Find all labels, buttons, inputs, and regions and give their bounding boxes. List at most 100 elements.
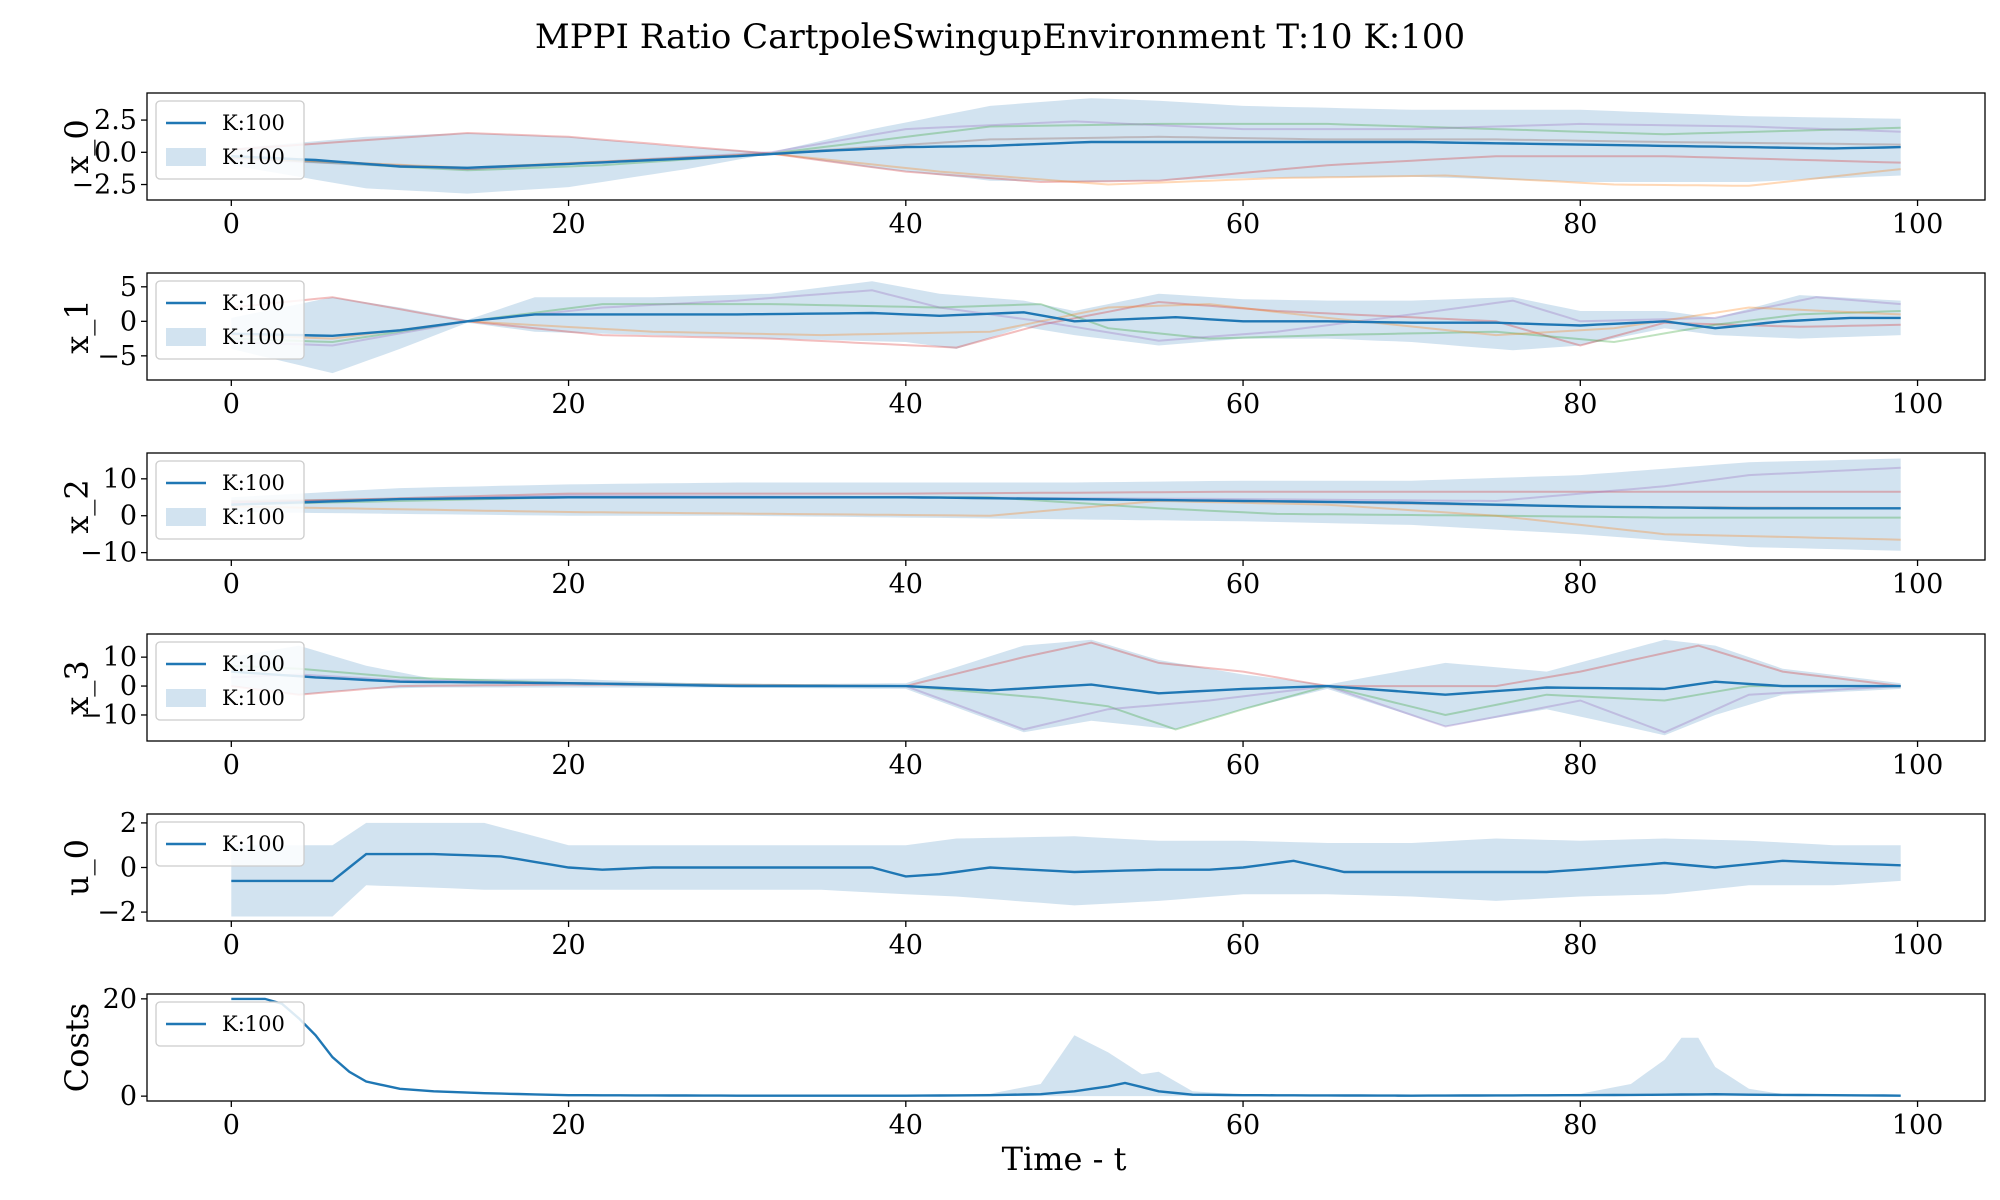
plot-area <box>231 458 1901 551</box>
plot-area <box>231 822 1901 917</box>
x-tick-label: 20 <box>551 389 585 420</box>
legend-label: K:100 <box>222 1012 285 1036</box>
mean-line <box>231 496 1901 510</box>
axes-frame <box>146 452 1986 561</box>
x-axis-label: Time - t <box>1002 1140 1127 1178</box>
legend-band-swatch <box>166 148 206 166</box>
legend: K:100 K:100 <box>155 280 305 360</box>
plot-area <box>231 997 1901 1097</box>
x-tick-label: 20 <box>551 930 585 961</box>
x-tick-label: 100 <box>1892 569 1944 600</box>
chart-title: MPPI Ratio CartpoleSwingupEnvironment T:… <box>535 17 1465 57</box>
std-band <box>231 822 1901 917</box>
legend: K:100 <box>155 1001 305 1047</box>
legend-label: K:100 <box>222 325 285 349</box>
y-axis-label: x_0 <box>58 119 96 173</box>
legend-label: K:100 <box>222 832 285 856</box>
y-tick-label: −2 <box>97 897 137 928</box>
subplot-0: 0 20 40 60 80 100 2.50.0−2.5x_0 K:100 K:100 <box>58 92 1986 240</box>
x-tick-label: 20 <box>551 750 585 781</box>
std-band <box>231 281 1901 374</box>
std-band <box>231 998 1901 1097</box>
axes-frame <box>146 92 1986 201</box>
x-tick-label: 80 <box>1563 930 1597 961</box>
sample-trajectory <box>231 490 1901 504</box>
x-tick-label: 40 <box>889 750 923 781</box>
x-tick-label: 80 <box>1563 569 1597 600</box>
sample-trajectory <box>231 499 1901 541</box>
x-tick-label: 60 <box>1226 1110 1260 1141</box>
x-tick-label: 0 <box>223 1110 240 1141</box>
sample-trajectory <box>231 303 1901 340</box>
y-tick-label: 5 <box>120 272 137 303</box>
axes-frame <box>146 993 1986 1102</box>
y-axis-label: x_2 <box>58 479 96 533</box>
y-axis-label: x_1 <box>58 299 96 353</box>
x-tick-label: 40 <box>889 389 923 420</box>
x-tick-label: 100 <box>1892 930 1944 961</box>
x-tick-label: 80 <box>1563 209 1597 240</box>
legend-label: K:100 <box>222 505 285 529</box>
mean-line <box>231 140 1901 170</box>
x-tick-label: 100 <box>1892 389 1944 420</box>
y-tick-label: 0 <box>120 853 137 884</box>
x-tick-label: 60 <box>1226 389 1260 420</box>
plot-area <box>231 281 1901 374</box>
y-tick-label: 20 <box>103 984 137 1015</box>
y-axis-label: x_3 <box>58 660 96 714</box>
y-tick-label: −5 <box>97 341 137 372</box>
subplot-5: 0 20 40 60 80 100 20 0 Costs K:100 <box>58 984 1986 1141</box>
x-tick-label: 100 <box>1892 750 1944 781</box>
y-tick-label: 2.5 <box>94 105 137 136</box>
sample-trajectory <box>231 641 1901 696</box>
y-tick-label: 0 <box>120 306 137 337</box>
std-band <box>231 639 1901 736</box>
x-tick-label: 100 <box>1892 1110 1944 1141</box>
plot-area <box>231 98 1901 194</box>
std-band <box>231 98 1901 194</box>
y-tick-label: −2.5 <box>71 170 137 201</box>
mean-line <box>231 670 1901 696</box>
y-tick-label: 2 <box>120 808 137 839</box>
mean-line <box>231 852 1901 883</box>
x-tick-label: 0 <box>223 930 240 961</box>
legend-band-swatch <box>166 508 206 526</box>
y-axis-label: u_0 <box>58 839 96 896</box>
mean-line <box>231 311 1901 338</box>
y-tick-label: −10 <box>80 700 137 731</box>
axes-frame <box>146 633 1986 742</box>
x-tick-label: 100 <box>1892 209 1944 240</box>
y-tick-label: −10 <box>80 538 137 569</box>
y-axis-label: Costs <box>58 1003 96 1092</box>
x-tick-label: 60 <box>1226 930 1260 961</box>
legend-label: K:100 <box>222 291 285 315</box>
legend-label: K:100 <box>222 111 285 135</box>
plot-area <box>231 639 1901 736</box>
x-tick-label: 40 <box>889 1110 923 1141</box>
x-tick-label: 80 <box>1563 389 1597 420</box>
y-tick-label: 0.0 <box>94 137 137 168</box>
x-tick-label: 80 <box>1563 750 1597 781</box>
legend-band-swatch <box>166 689 206 707</box>
sample-trajectory <box>231 122 1901 172</box>
mean-line <box>231 997 1901 1097</box>
legend-label: K:100 <box>222 145 285 169</box>
x-tick-label: 20 <box>551 569 585 600</box>
legend-box <box>155 1001 305 1047</box>
legend-label: K:100 <box>222 652 285 676</box>
legend-label: K:100 <box>222 686 285 710</box>
y-tick-label: 0 <box>120 501 137 532</box>
x-tick-label: 20 <box>551 209 585 240</box>
x-tick-label: 60 <box>1226 569 1260 600</box>
legend: K:100 <box>155 821 305 867</box>
x-tick-label: 0 <box>223 750 240 781</box>
x-tick-label: 60 <box>1226 209 1260 240</box>
legend-band-swatch <box>166 328 206 346</box>
sample-trajectory <box>231 131 1901 184</box>
